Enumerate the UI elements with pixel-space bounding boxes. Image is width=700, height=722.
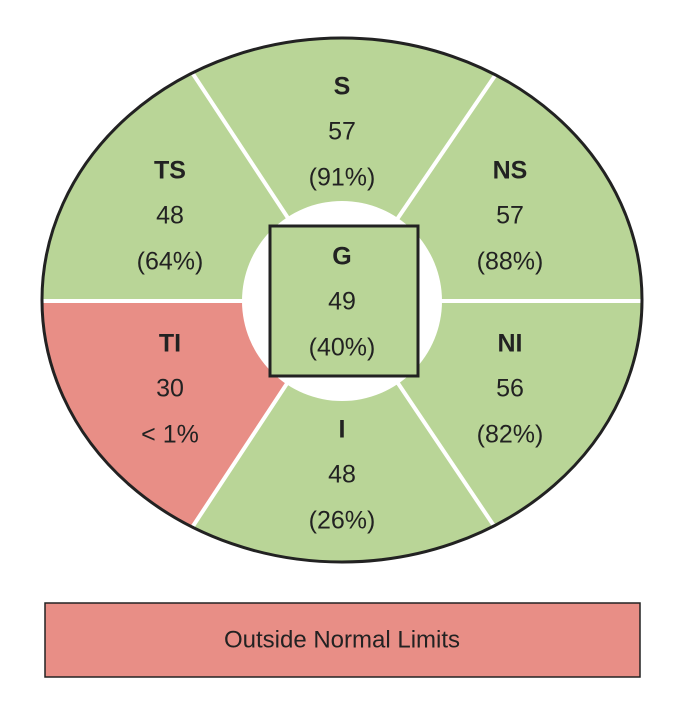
sector-labels: S 57 (91%) TS 48 (64%) NS 57 (88%) G 49 (40%) TI 30 < …: [137, 73, 544, 535]
sector-value: 49: [328, 288, 356, 316]
sector-percentile: (26%): [309, 507, 376, 535]
sector-value: 30: [156, 375, 184, 403]
sector: [52, 38, 638, 300]
sector-label: TI: [159, 330, 181, 358]
sector-percentile: (91%): [309, 164, 376, 192]
sector-percentile: (82%): [477, 421, 544, 449]
sector-percentile: (64%): [137, 248, 204, 276]
sector-label: S: [334, 73, 351, 101]
sector-value: 57: [328, 118, 356, 146]
sector-percentile: (88%): [477, 248, 544, 276]
sector-value: 57: [496, 202, 524, 230]
sector-percentile: (40%): [309, 334, 376, 362]
sector-label: TS: [154, 157, 186, 185]
global-box: [268, 224, 420, 378]
outline: [40, 36, 644, 564]
sector-label: NI: [498, 330, 523, 358]
sector-percentile: < 1%: [141, 421, 199, 449]
sector-value: 56: [496, 375, 524, 403]
sector-label: I: [339, 416, 346, 444]
sector-value: 48: [328, 461, 356, 489]
legend-box: [44, 602, 641, 678]
sector: [52, 300, 638, 562]
legend-label: Outside Normal Limits: [224, 626, 460, 653]
sector-label: NS: [493, 157, 528, 185]
sector-label: G: [332, 243, 351, 271]
sector-value: 48: [156, 202, 184, 230]
